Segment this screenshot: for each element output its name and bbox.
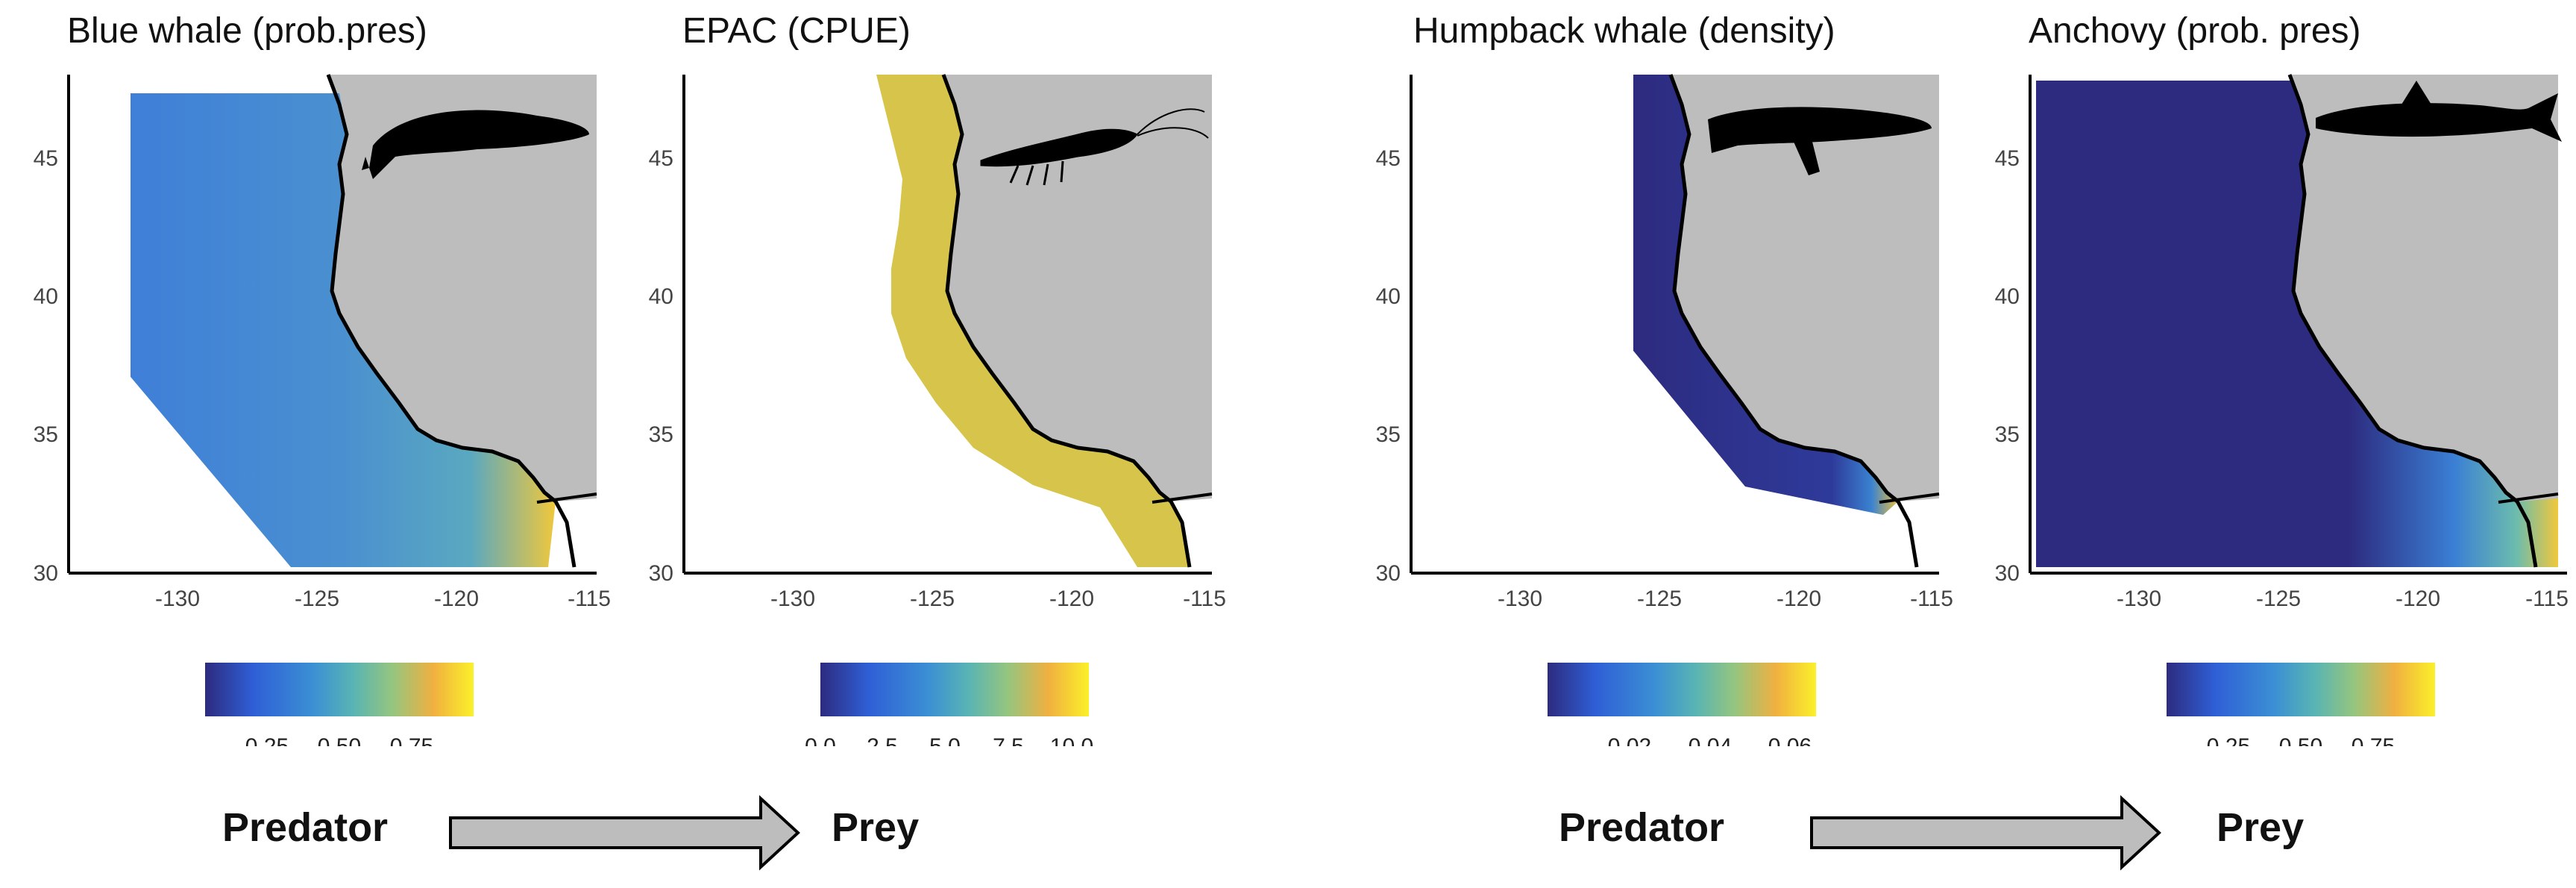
x-tick-label: -130: [770, 587, 815, 611]
species-distribution-area: [1633, 75, 1898, 515]
predator-label: Predator: [222, 805, 389, 850]
colorbar: [1548, 663, 1816, 716]
y-tick-label: 45: [34, 146, 58, 171]
colorbar: [2167, 663, 2435, 716]
y-tick-label: 35: [649, 422, 673, 447]
panel-title: Blue whale (prob.pres): [67, 11, 427, 51]
y-tick-label: 45: [1376, 146, 1401, 171]
x-tick-label: -130: [2117, 587, 2161, 611]
x-tick-label: -125: [2256, 587, 2301, 611]
predator-prey-flow: Predator Prey: [0, 784, 1231, 888]
colorbar-tick-label: 7.5: [993, 734, 1024, 746]
border-line: [2498, 493, 2559, 504]
map-panel-epac: EPAC (CPUE) 45 40 35 30: [615, 0, 1227, 886]
map-svg: 45 40 35 30 -130 -125 -120 -115 0.0 2.5 …: [649, 74, 1226, 746]
x-tick-label: -130: [155, 587, 200, 611]
x-ticks: -130 -125 -120 -115: [155, 587, 611, 611]
y-tick-label: 30: [649, 561, 673, 586]
land-area: [2290, 75, 2558, 501]
colorbar: [820, 663, 1089, 716]
x-ticks: -130 -125 -120 -115: [770, 587, 1226, 611]
map-panel-anchovy: Anchovy (prob. pres) 45 4: [1961, 0, 2573, 886]
colorbar-tick-label: 0.50: [318, 734, 361, 746]
y-ticks: 45 40 35 30: [34, 146, 58, 586]
colorbar: [205, 663, 474, 716]
x-tick-label: -125: [1637, 587, 1682, 611]
x-tick-label: -120: [1777, 587, 1821, 611]
border-line: [1152, 493, 1213, 504]
map-panel-blue-whale: Blue whale (prob.pres): [0, 0, 612, 886]
x-tick-label: -120: [2396, 587, 2440, 611]
x-tick-label: -115: [2525, 587, 2569, 611]
y-tick-label: 45: [649, 146, 673, 171]
x-tick-label: -120: [1049, 587, 1094, 611]
flow-arrow: [449, 795, 800, 871]
colorbar-tick-label: 0.25: [2207, 734, 2250, 746]
flow-arrow: [1810, 795, 2161, 871]
anchovy-icon: [2316, 81, 2562, 142]
colorbar-tick-label: 5.0: [929, 734, 961, 746]
map-svg: 45 40 35 30 -130 -125 -120 -115 0.25 0.5…: [1995, 74, 2569, 746]
colorbar-tick-label: 0.75: [2352, 734, 2395, 746]
colorbar-tick-label: 0.0: [805, 734, 836, 746]
panel-title: Anchovy (prob. pres): [2029, 11, 2361, 51]
x-ticks: -130 -125 -120 -115: [1498, 587, 1953, 611]
y-tick-label: 35: [34, 422, 58, 447]
colorbar-tick-label: 0.06: [1768, 734, 1812, 746]
y-tick-label: 40: [1376, 284, 1401, 309]
coastline: [1668, 74, 1919, 568]
colorbar-tick-label: 2.5: [867, 734, 898, 746]
land-area: [1671, 75, 1939, 501]
x-tick-label: -115: [1910, 587, 1953, 611]
coastline: [2287, 74, 2538, 568]
predator-label: Predator: [1559, 805, 1725, 850]
coastline: [326, 74, 577, 568]
y-ticks: 45 40 35 30: [649, 146, 673, 586]
y-ticks: 45 40 35 30: [1376, 146, 1401, 586]
y-tick-label: 40: [649, 284, 673, 309]
panel-title: EPAC (CPUE): [682, 11, 911, 51]
land-area: [328, 75, 597, 501]
map-svg: 45 40 35 30 -130 -125 -120 -115 0.25 0.5…: [34, 74, 611, 746]
y-tick-label: 35: [1995, 422, 2020, 447]
colorbar-tick-label: 0.25: [245, 734, 289, 746]
humpback-whale-icon: [1708, 107, 1932, 175]
y-ticks: 45 40 35 30: [1995, 146, 2020, 586]
y-tick-label: 35: [1376, 422, 1401, 447]
x-tick-label: -115: [568, 587, 611, 611]
map-svg: 45 40 35 30 -130 -125 -120 -115 0.02 0.0…: [1376, 74, 1953, 746]
panel-title: Humpback whale (density): [1413, 11, 1835, 51]
colorbar-tick-label: 0.50: [2279, 734, 2322, 746]
x-tick-label: -115: [1183, 587, 1226, 611]
y-tick-label: 30: [1995, 561, 2020, 586]
y-tick-label: 40: [34, 284, 58, 309]
map-panel-humpback-whale: Humpback whale (density) 45 40: [1342, 0, 1954, 886]
y-tick-label: 30: [1376, 561, 1401, 586]
y-tick-label: 30: [34, 561, 58, 586]
border-line: [536, 493, 597, 504]
krill-icon: [980, 108, 1209, 186]
border-line: [1879, 493, 1940, 504]
x-ticks: -130 -125 -120 -115: [2117, 587, 2569, 611]
colorbar-tick-label: 0.04: [1688, 734, 1732, 746]
predator-prey-flow: Predator Prey: [1342, 784, 2573, 888]
blue-whale-icon: [362, 110, 589, 179]
colorbar-tick-label: 10.0: [1050, 734, 1093, 746]
colorbar-tick-label: 0.02: [1608, 734, 1651, 746]
prey-label: Prey: [832, 805, 920, 850]
colorbar-tick-label: 0.75: [390, 734, 433, 746]
species-distribution-area: [131, 93, 556, 567]
x-tick-label: -125: [910, 587, 955, 611]
y-tick-label: 40: [1995, 284, 2020, 309]
prey-label: Prey: [2217, 805, 2305, 850]
y-tick-label: 45: [1995, 146, 2020, 171]
coastline: [941, 74, 1192, 568]
x-tick-label: -120: [434, 587, 479, 611]
species-distribution-area: [876, 75, 1190, 567]
x-tick-label: -125: [295, 587, 339, 611]
x-tick-label: -130: [1498, 587, 1542, 611]
